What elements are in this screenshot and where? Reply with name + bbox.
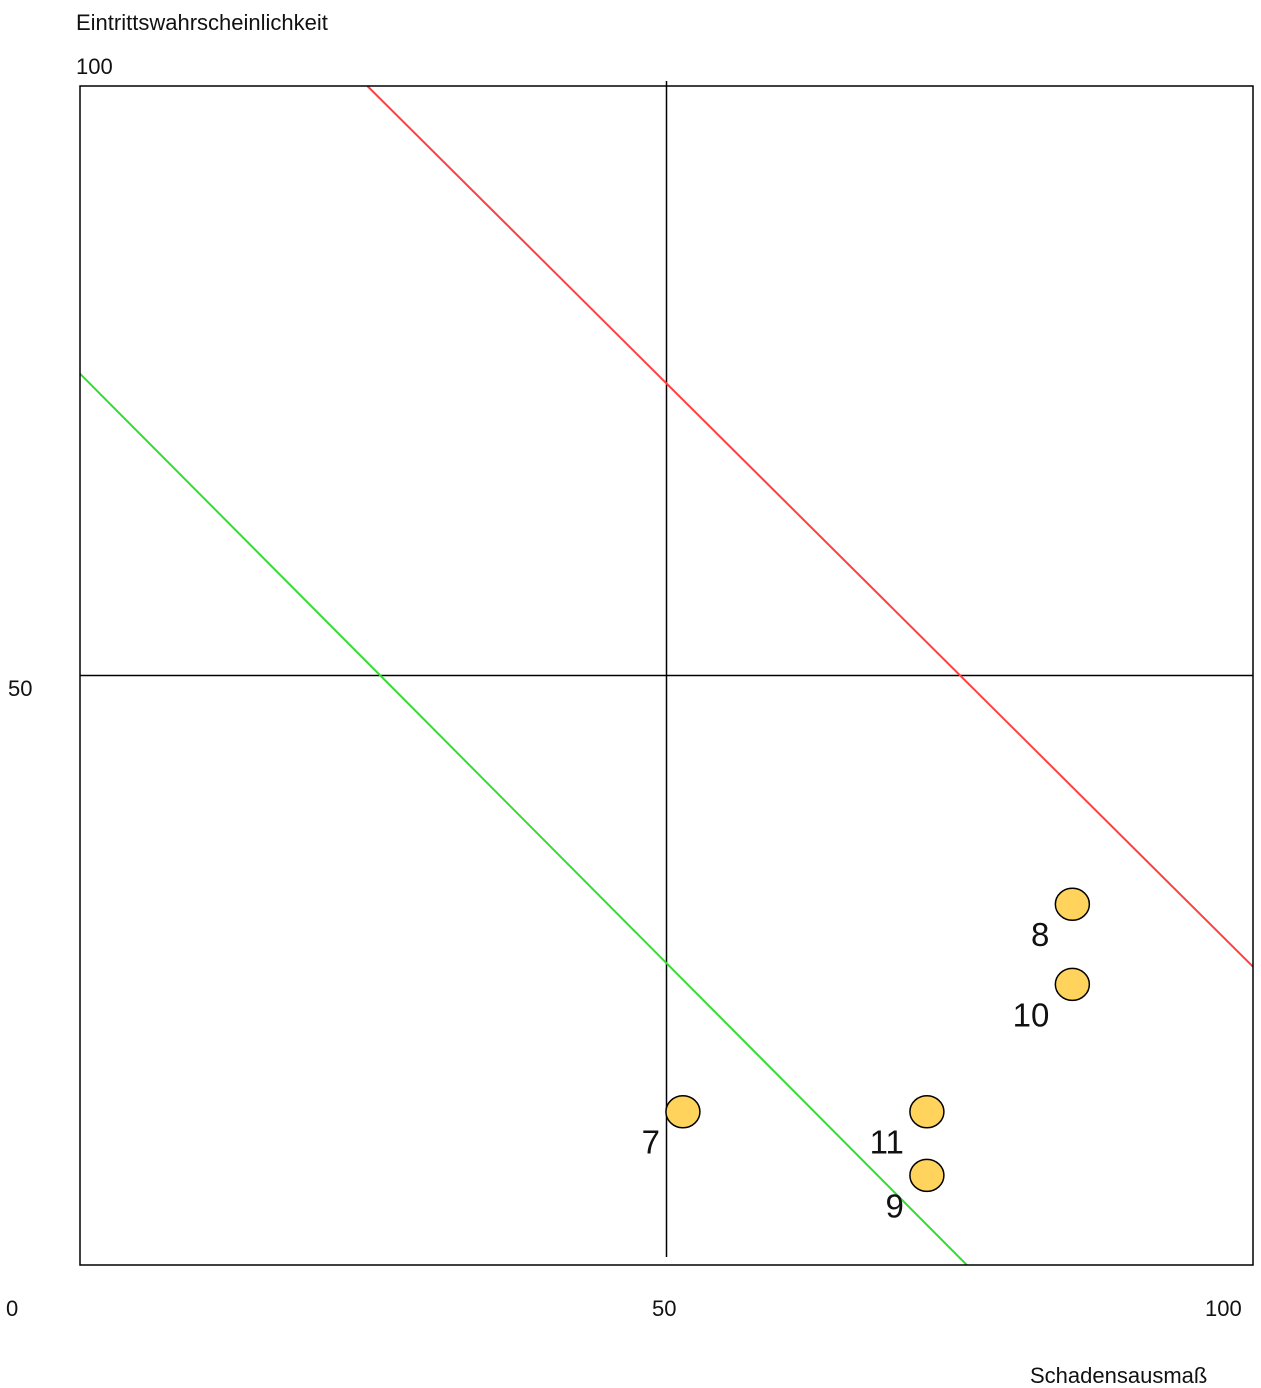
reference-line-1: [366, 85, 1254, 968]
x-tick-label: 50: [652, 1296, 676, 1321]
reference-lines: [79, 85, 1254, 1266]
data-point-label-10: 10: [1013, 996, 1050, 1033]
data-point-11: [909, 1094, 945, 1129]
y-axis-title: Eintrittswahrscheinlichkeit: [76, 10, 328, 35]
x-axis-title: Schadensausmaß: [1030, 1363, 1207, 1388]
data-point-label-7: 7: [642, 1124, 660, 1161]
y-tick-label: 100: [76, 54, 113, 79]
data-point-7: [665, 1094, 701, 1129]
reference-line-2: [79, 372, 968, 1266]
y-tick-label: 50: [8, 676, 32, 701]
data-points: 7 8 9 10 11: [642, 887, 1091, 1224]
center-gridlines: [80, 81, 1253, 1257]
data-point-label-9: 9: [886, 1187, 904, 1224]
plot-frame: [79, 85, 1254, 1266]
data-point-10: [1054, 967, 1091, 1002]
x-tick-label: 100: [1205, 1296, 1242, 1321]
tick-labels: 0 50 100 50 100: [6, 54, 1242, 1321]
data-point-9: [909, 1158, 945, 1193]
data-point-8: [1054, 887, 1091, 921]
data-point-label-8: 8: [1031, 916, 1049, 953]
x-tick-label: 0: [6, 1296, 18, 1321]
data-point-label-11: 11: [870, 1124, 904, 1161]
